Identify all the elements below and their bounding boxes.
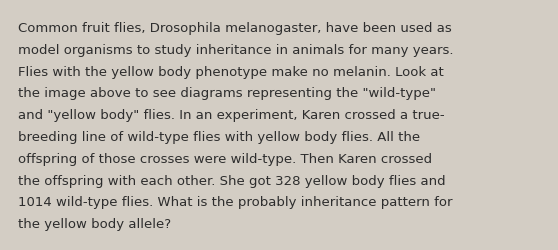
Text: 1014 wild-type flies. What is the probably inheritance pattern for: 1014 wild-type flies. What is the probab… (18, 196, 453, 208)
Text: Flies with the yellow body phenotype make no melanin. Look at: Flies with the yellow body phenotype mak… (18, 65, 444, 78)
Text: offspring of those crosses were wild-type. Then Karen crossed: offspring of those crosses were wild-typ… (18, 152, 432, 165)
Text: breeding line of wild-type flies with yellow body flies. All the: breeding line of wild-type flies with ye… (18, 130, 420, 143)
Text: the offspring with each other. She got 328 yellow body flies and: the offspring with each other. She got 3… (18, 174, 446, 187)
Text: and "yellow body" flies. In an experiment, Karen crossed a true-: and "yellow body" flies. In an experimen… (18, 109, 445, 122)
Text: model organisms to study inheritance in animals for many years.: model organisms to study inheritance in … (18, 44, 454, 56)
Text: Common fruit flies, Drosophila melanogaster, have been used as: Common fruit flies, Drosophila melanogas… (18, 22, 452, 35)
Text: the yellow body allele?: the yellow body allele? (18, 217, 171, 230)
Text: the image above to see diagrams representing the "wild-type": the image above to see diagrams represen… (18, 87, 436, 100)
